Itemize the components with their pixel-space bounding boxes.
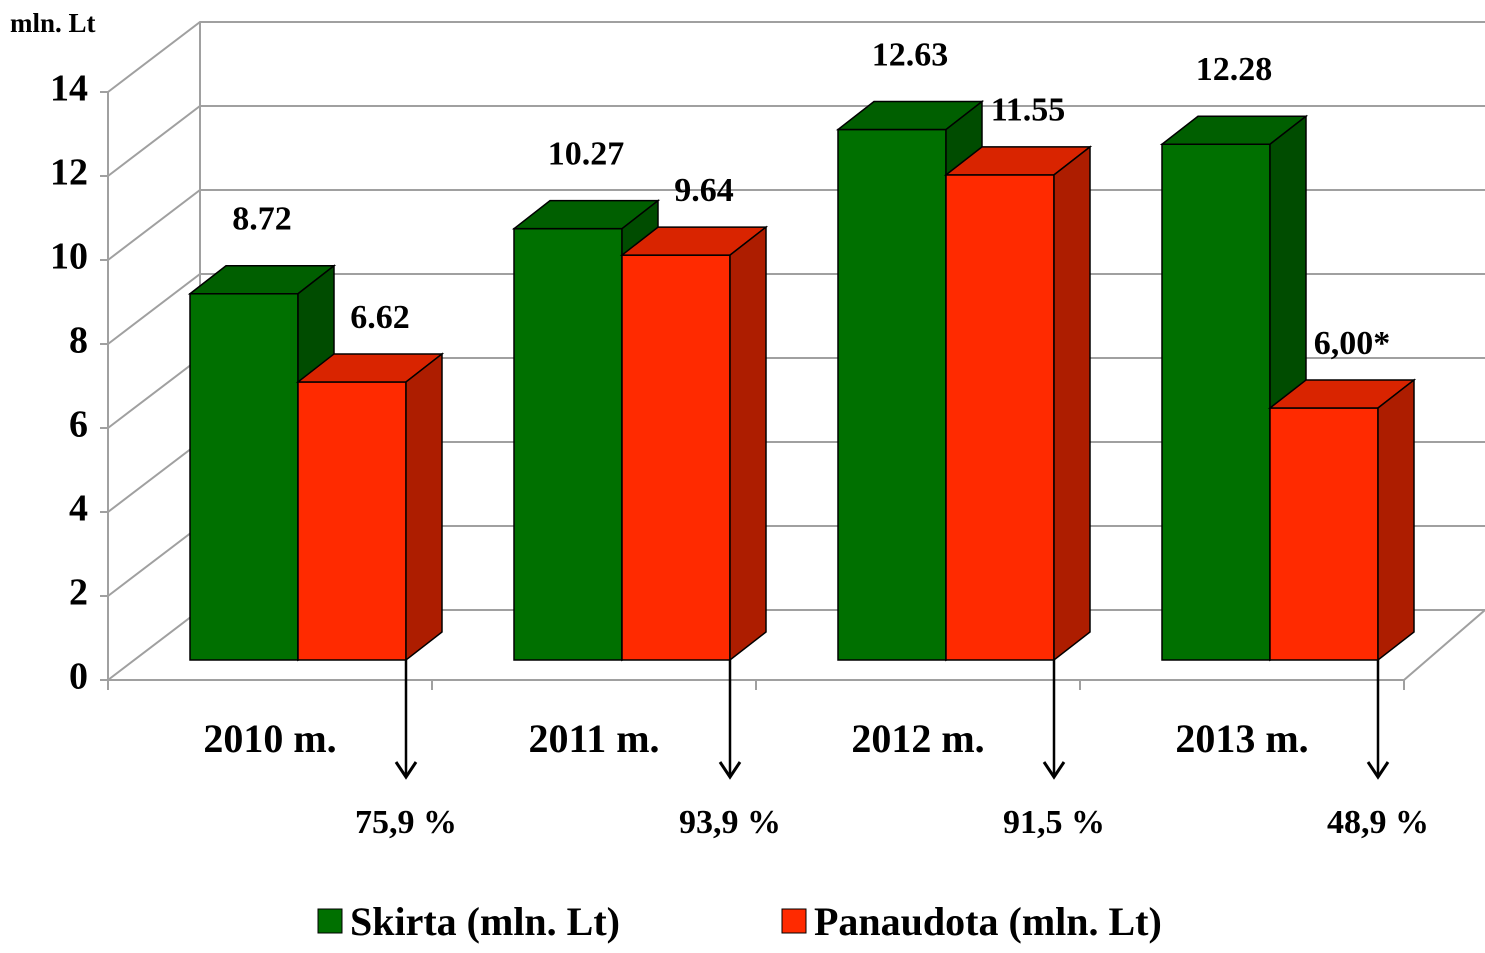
arrow-head <box>394 761 418 780</box>
value-label: 6,00* <box>1314 325 1391 362</box>
y-tick-label: 4 <box>69 488 88 530</box>
y-tick-label: 10 <box>50 236 88 278</box>
value-label: 10.27 <box>548 135 625 172</box>
value-label: 9.64 <box>674 172 734 209</box>
arrow-head <box>1366 761 1390 780</box>
y-tick-label: 12 <box>50 152 88 194</box>
grid-line <box>107 21 1485 93</box>
value-label: 6.62 <box>350 299 410 336</box>
y-tick-label: 0 <box>69 656 88 698</box>
bar-side <box>1377 378 1415 662</box>
bar-front <box>1161 143 1271 661</box>
bar-front <box>189 293 299 661</box>
value-label: 11.55 <box>991 92 1066 129</box>
bar-side <box>729 225 767 662</box>
arrow-head <box>718 761 742 780</box>
y-tick-label: 14 <box>50 68 88 110</box>
legend-swatch <box>781 908 807 934</box>
legend-label: Skirta (mln. Lt) <box>350 899 620 944</box>
y-tick-label: 8 <box>69 320 88 362</box>
legend-label: Panaudota (mln. Lt) <box>814 899 1162 944</box>
annotation: 93,9 % <box>679 804 781 841</box>
annotation: 75,9 % <box>355 804 457 841</box>
x-tick-label: 2013 m. <box>1175 716 1308 761</box>
x-tick-label: 2012 m. <box>851 716 984 761</box>
legend-swatch <box>317 908 343 934</box>
y-axis-label: mln. Lt <box>10 8 96 38</box>
bar-side <box>405 352 443 662</box>
arrow-head <box>1042 761 1066 780</box>
value-label: 8.72 <box>232 201 292 238</box>
bar-front <box>297 381 407 661</box>
value-label: 12.28 <box>1196 51 1273 88</box>
y-tick-label: 2 <box>69 572 88 614</box>
x-tick-label: 2011 m. <box>528 716 659 761</box>
value-label: 12.63 <box>872 36 949 73</box>
bar-front <box>513 227 623 661</box>
x-tick-label: 2010 m. <box>203 716 336 761</box>
bar-front <box>1269 407 1379 661</box>
bar-front <box>621 254 731 661</box>
annotation: 91,5 % <box>1003 804 1105 841</box>
bar-front <box>945 174 1055 661</box>
bar-side <box>1053 145 1091 662</box>
grid-line <box>107 105 1485 177</box>
bar-front <box>837 128 947 661</box>
annotation: 48,9 % <box>1327 804 1429 841</box>
y-tick-label: 6 <box>69 404 88 446</box>
